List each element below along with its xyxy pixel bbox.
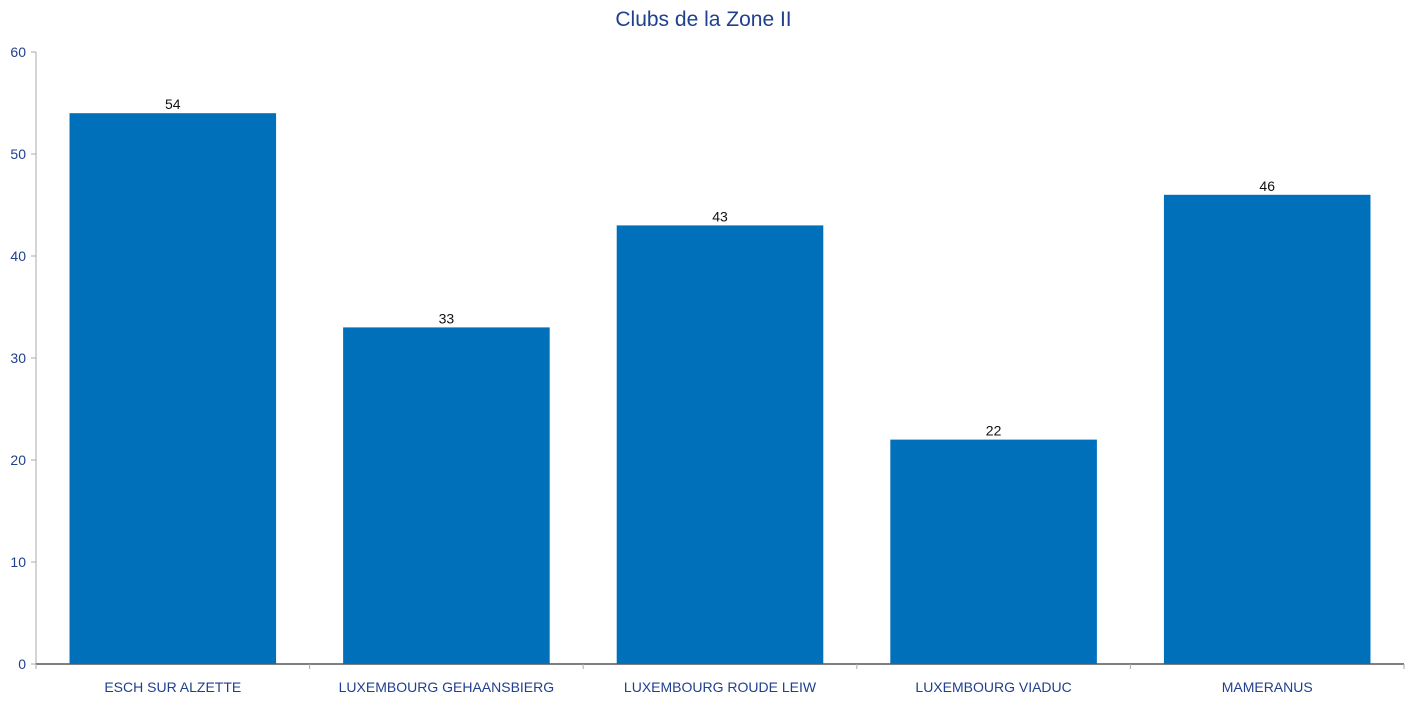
y-tick-label: 50 xyxy=(10,146,26,162)
x-category-label: MAMERANUS xyxy=(1222,679,1313,695)
chart-title: Clubs de la Zone II xyxy=(615,8,792,31)
bars: 54 33 43 22 46 xyxy=(69,96,1371,665)
x-axis: ESCH SUR ALZETTE LUXEMBOURG GEHAANSBIERG L… xyxy=(35,663,1405,695)
x-category-label: LUXEMBOURG ROUDE LEIW xyxy=(624,679,817,695)
bar xyxy=(616,225,824,664)
y-tick-label: 20 xyxy=(10,452,26,468)
bar-value-label: 33 xyxy=(439,310,455,326)
x-category-label: LUXEMBOURG VIADUC xyxy=(915,679,1071,695)
y-tick-label: 30 xyxy=(10,350,26,366)
bar-value-label: 54 xyxy=(165,96,181,112)
x-category-label: LUXEMBOURG GEHAANSBIERG xyxy=(339,679,555,695)
bar xyxy=(343,327,550,664)
bar xyxy=(1163,194,1371,665)
y-tick-label: 10 xyxy=(10,554,26,570)
y-tick-label: 0 xyxy=(18,656,26,672)
y-axis: 0 10 20 30 40 50 60 xyxy=(10,44,37,672)
y-tick-label: 60 xyxy=(10,44,26,60)
x-category-label: ESCH SUR ALZETTE xyxy=(104,679,241,695)
bar xyxy=(69,113,277,664)
bar-value-label: 43 xyxy=(712,208,728,224)
y-tick-label: 40 xyxy=(10,248,26,264)
bar-value-label: 46 xyxy=(1259,178,1275,194)
bar xyxy=(890,439,1097,664)
bar-value-label: 22 xyxy=(986,423,1002,439)
